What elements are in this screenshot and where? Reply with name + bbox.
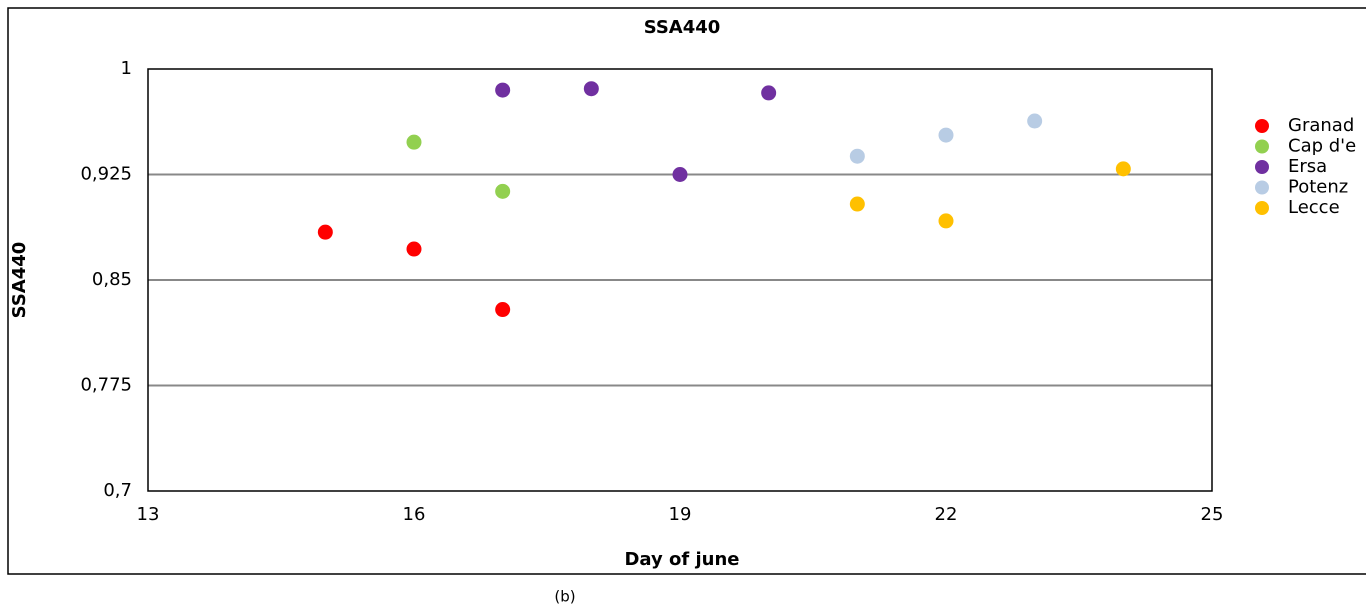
point bbox=[495, 302, 511, 318]
legend-label: Cap d'e bbox=[1288, 136, 1356, 157]
chart-title: SSA440 bbox=[644, 17, 721, 38]
y-tick-label: 0,85 bbox=[92, 269, 132, 290]
legend-label: Potenz bbox=[1288, 177, 1348, 198]
legend-label: Granad bbox=[1288, 115, 1354, 136]
x-axis-label: Day of june bbox=[624, 549, 739, 570]
point bbox=[406, 134, 422, 150]
point bbox=[761, 85, 777, 101]
y-tick-label: 0,775 bbox=[80, 375, 132, 396]
point bbox=[495, 183, 511, 199]
y-tick-label: 0,925 bbox=[80, 164, 132, 185]
y-axis-label: SSA440 bbox=[9, 242, 30, 319]
legend-marker bbox=[1255, 139, 1269, 154]
y-tick-label: 0,7 bbox=[103, 480, 132, 501]
point bbox=[1115, 161, 1131, 177]
legend-marker bbox=[1255, 180, 1269, 195]
chart-border bbox=[7, 7, 1366, 575]
point bbox=[317, 224, 333, 240]
legend-marker bbox=[1255, 201, 1269, 215]
point bbox=[938, 213, 954, 229]
x-tick-label: 19 bbox=[669, 504, 692, 525]
point bbox=[672, 167, 688, 182]
legend-marker bbox=[1255, 119, 1269, 133]
x-tick-label: 22 bbox=[935, 504, 958, 525]
legend-label: Lecce bbox=[1288, 197, 1340, 218]
plot-area bbox=[147, 68, 1213, 492]
legend-label: Ersa bbox=[1288, 156, 1327, 177]
x-tick-label: 16 bbox=[403, 504, 426, 525]
point bbox=[938, 127, 954, 143]
legend-marker bbox=[1255, 160, 1269, 174]
caption: (b) bbox=[554, 588, 575, 606]
point bbox=[849, 148, 865, 164]
point bbox=[849, 196, 865, 212]
x-tick-label: 25 bbox=[1201, 504, 1224, 525]
point bbox=[1027, 113, 1043, 129]
x-tick-label: 13 bbox=[137, 504, 160, 525]
point bbox=[495, 82, 511, 98]
point bbox=[583, 81, 599, 97]
point bbox=[406, 241, 422, 257]
y-tick-label: 1 bbox=[121, 58, 132, 79]
